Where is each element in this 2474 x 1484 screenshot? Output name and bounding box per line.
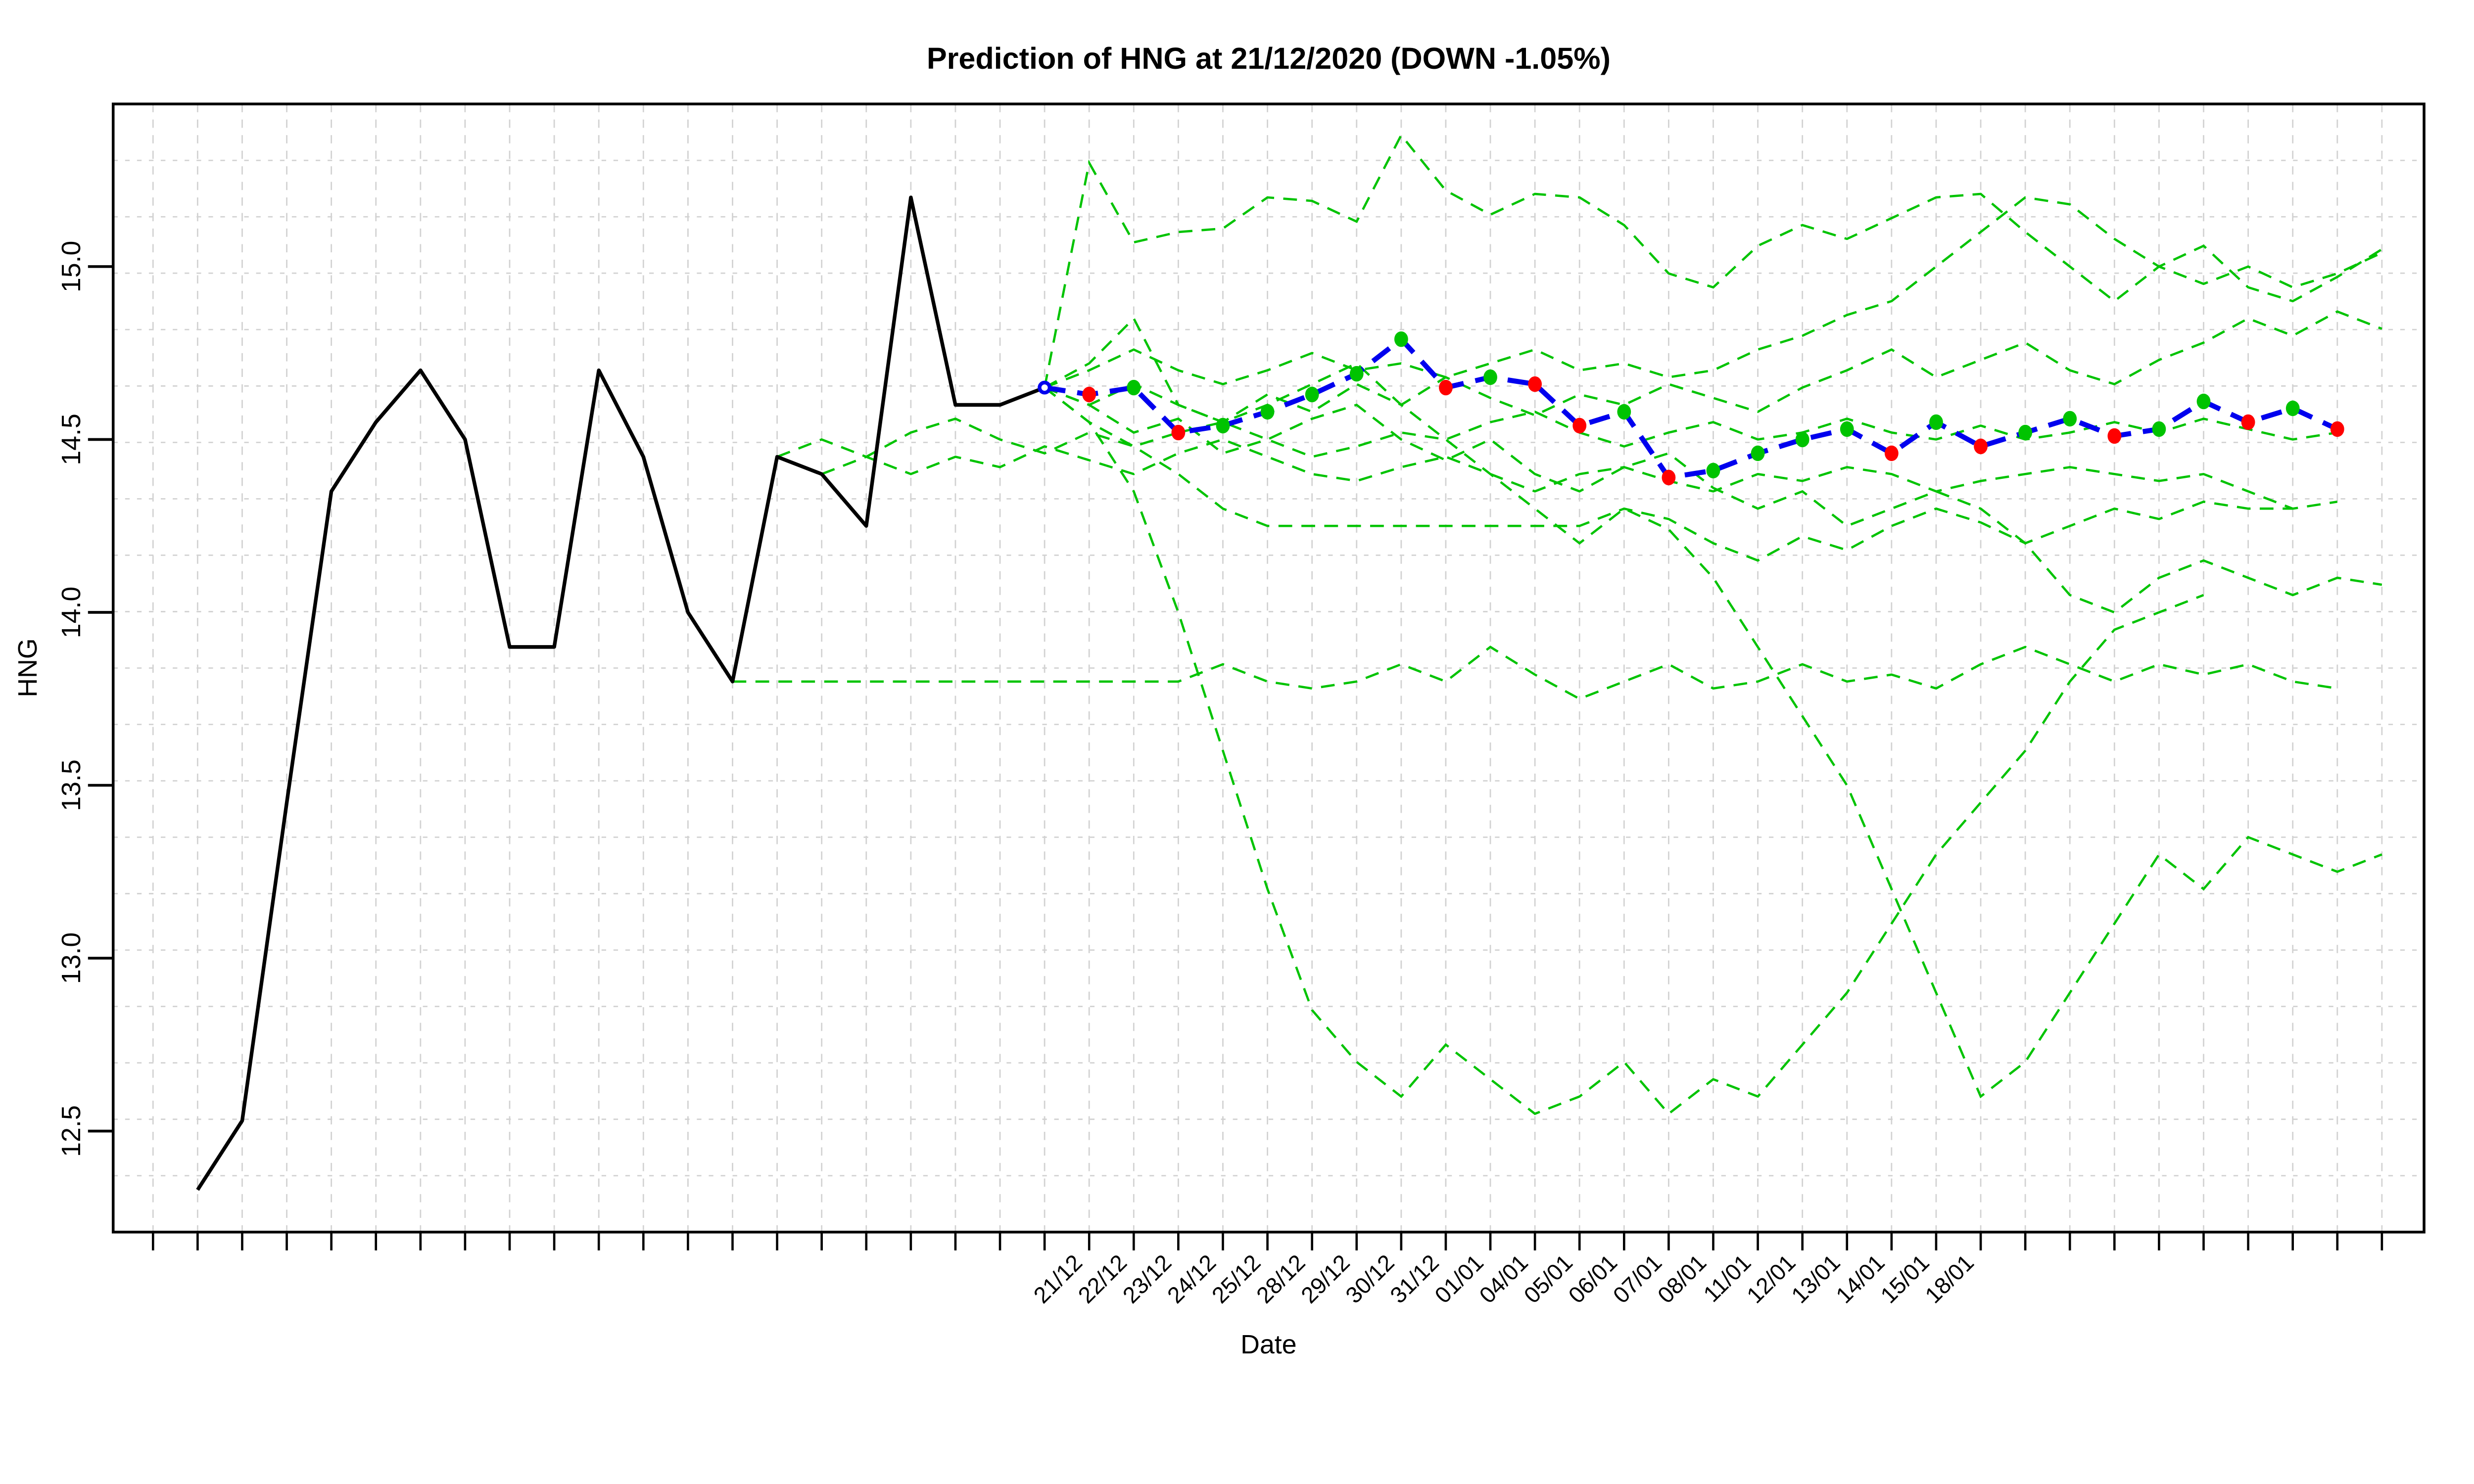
prediction-dot-up: [1349, 366, 1364, 382]
prediction-dot-up: [2018, 424, 2033, 441]
prediction-line: [1044, 335, 2338, 480]
prediction-dot-down: [2107, 428, 2122, 444]
y-tick-label: 15.0: [56, 241, 86, 293]
prediction-dot-up: [2285, 400, 2300, 417]
historical-line: [196, 195, 1046, 1191]
y-tick-label: 12.5: [56, 1105, 86, 1157]
chart-background: [0, 0, 2474, 1374]
prediction-dot-up: [1216, 417, 1230, 434]
prediction-dot-down: [1662, 469, 1676, 486]
prediction-dot-up: [1617, 404, 1631, 420]
prediction-dot-up: [1751, 445, 1765, 462]
y-axis-label: HNG: [13, 638, 43, 697]
prediction-dot-up: [2152, 421, 2166, 437]
prediction-dots: [1038, 331, 2344, 486]
y-tick-label: 14.5: [56, 414, 86, 465]
x-axis-label: Date: [1240, 1330, 1296, 1359]
prediction-dot-down: [2241, 414, 2255, 430]
prediction-dot-up: [2196, 393, 2211, 410]
prediction-dot-down: [1572, 417, 1587, 434]
prediction-dot-down: [1171, 424, 1186, 441]
prediction-dot-down: [1528, 376, 1542, 392]
simulation-path-5: [1044, 386, 2382, 614]
prediction-dot-down: [1439, 379, 1453, 396]
prediction-dot-up: [1305, 386, 1319, 403]
prediction-chart: 12.5 13.0 13.5 14.0 14.5 15.0 21/12 22/12 23/12 2…: [0, 0, 2474, 1374]
chart-canvas: 12.513.013.514.014.515.021/1222/1223/122…: [0, 0, 2474, 1374]
chart-title: Prediction of HNG at 21/12/2020 (DOWN -1…: [927, 42, 1611, 75]
prediction-dot-up: [1260, 404, 1275, 420]
y-tick-label: 14.0: [56, 587, 86, 639]
prediction-dot-up: [1706, 463, 1720, 479]
y-tick-label: 13.0: [56, 932, 86, 984]
prediction-dashed-line: [1044, 335, 2338, 480]
simulation-path-3: [1044, 386, 2293, 562]
prediction-dot-up: [1127, 379, 1141, 396]
prediction-dot-up: [1795, 431, 1809, 448]
prediction-dot-up: [1840, 421, 1854, 437]
prediction-dot-up: [2063, 411, 2077, 427]
prediction-dot-up: [1483, 369, 1497, 385]
simulation-path-4: [1044, 386, 2204, 1115]
prediction-dot-down: [1884, 445, 1899, 462]
y-tick-label: 13.5: [56, 759, 86, 811]
prediction-dot-up: [1394, 331, 1408, 347]
prediction-dot-up: [1929, 414, 1943, 430]
simulation-path-2: [1044, 310, 2382, 423]
prediction-dot-down: [1974, 438, 1988, 455]
prediction-dot-down: [2330, 421, 2344, 437]
simulation-path-6: [732, 646, 2338, 700]
prediction-dot-down: [1082, 386, 1096, 403]
simulation-path-10: [1044, 196, 2382, 389]
last-actual-marker: [1038, 380, 1052, 395]
historical-price-line: [196, 195, 1046, 1191]
